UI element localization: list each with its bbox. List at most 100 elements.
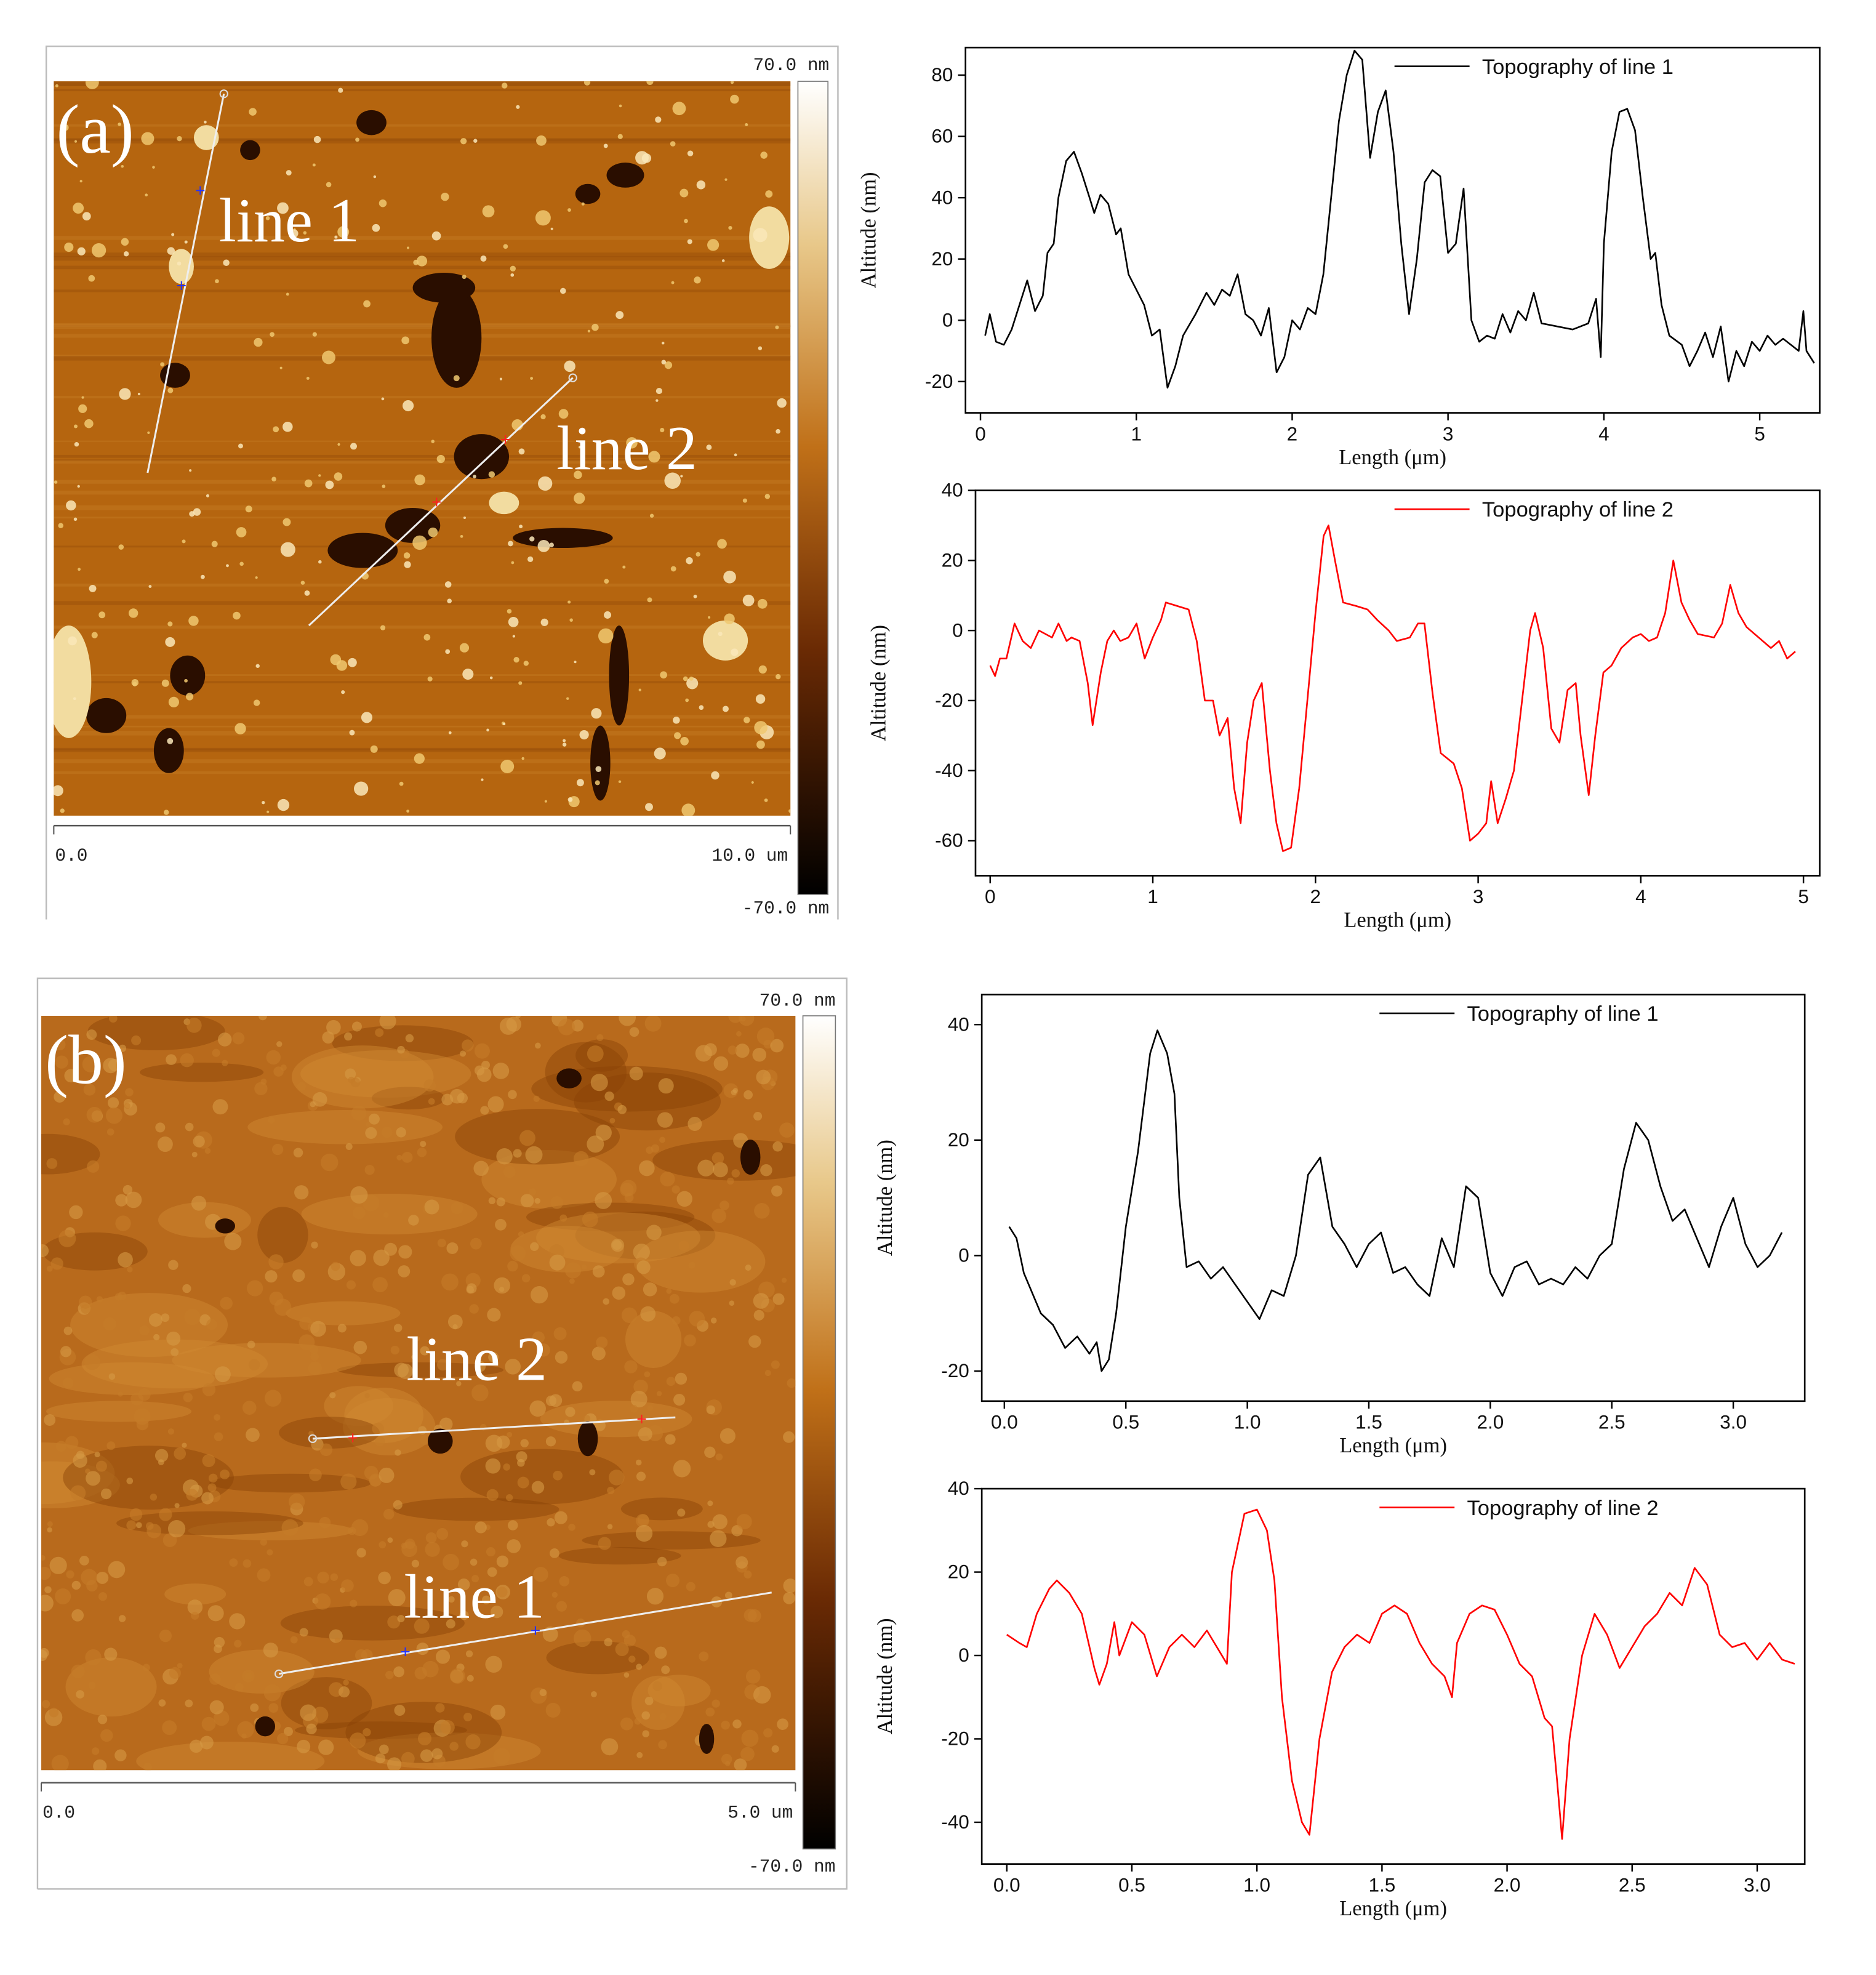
grain [503, 1165, 516, 1178]
grain [486, 1547, 495, 1557]
grain [58, 1229, 76, 1247]
dark-pit [513, 528, 613, 549]
grain [255, 664, 260, 668]
grain [297, 1739, 311, 1753]
grain [687, 150, 694, 156]
grain [406, 810, 410, 813]
grain [566, 697, 569, 700]
grain [781, 1277, 787, 1283]
grain [104, 1647, 118, 1661]
grain [516, 105, 520, 109]
grain [776, 674, 781, 680]
shade [247, 1110, 443, 1144]
grain [687, 1117, 702, 1132]
legend-label: Topography of line 2 [1467, 1497, 1659, 1520]
grain [100, 1729, 113, 1742]
grain [764, 494, 771, 499]
grain [247, 1280, 263, 1297]
grain [676, 1191, 692, 1207]
grain [755, 694, 766, 704]
x-tick-label: 3.0 [1744, 1873, 1771, 1896]
cursor: + [431, 493, 442, 512]
grain [350, 1250, 366, 1266]
scan-streak [54, 771, 791, 774]
grain [487, 1096, 504, 1112]
grain [565, 1407, 575, 1417]
y-tick-label: -20 [935, 689, 963, 711]
grain [167, 247, 175, 255]
grain [537, 1343, 550, 1357]
grain [449, 1742, 459, 1751]
grain [573, 1151, 589, 1167]
y-axis-label: Altitude (nm) [873, 1618, 897, 1734]
scan-streak [54, 459, 791, 462]
grain [294, 1185, 309, 1200]
grain [131, 1035, 142, 1045]
grain [636, 1663, 643, 1670]
grain [126, 1520, 137, 1531]
grain [607, 1486, 615, 1495]
grain [525, 1146, 543, 1164]
grain [404, 561, 411, 568]
grain [754, 721, 768, 734]
grain [98, 1592, 108, 1601]
grain [549, 1254, 566, 1271]
grain [508, 1520, 518, 1531]
bright-grain [489, 491, 519, 515]
grain [644, 1015, 662, 1032]
grain [44, 1414, 56, 1426]
grain [86, 1106, 103, 1123]
x-tick-label: 4 [1635, 885, 1646, 907]
grain [563, 739, 566, 742]
grain [645, 803, 653, 811]
grain [290, 1636, 298, 1644]
grain [505, 1494, 513, 1502]
grain [318, 560, 322, 564]
grain [535, 210, 551, 226]
grain [686, 1582, 695, 1591]
x-tick-label: 0.0 [993, 1873, 1020, 1896]
grain [646, 1588, 664, 1605]
grain [363, 300, 371, 308]
grain [383, 1508, 395, 1520]
grain [191, 1196, 207, 1211]
grain [398, 1265, 411, 1277]
grain [337, 226, 350, 238]
grain [206, 1319, 217, 1330]
profile-curve [1008, 1029, 1783, 1372]
grain [169, 1667, 181, 1679]
grain [462, 669, 474, 680]
grain [77, 485, 80, 488]
grain [81, 1304, 90, 1314]
grain [646, 81, 654, 86]
cursor: + [195, 181, 206, 201]
grain [655, 387, 663, 395]
grain [536, 135, 547, 146]
grain [540, 414, 546, 420]
shade [393, 1497, 559, 1521]
grain [734, 1758, 747, 1771]
grain [78, 404, 87, 413]
grain [437, 1359, 449, 1371]
grain [436, 454, 445, 464]
profile-lines: + + + + [275, 1409, 772, 1678]
grain [214, 1414, 221, 1421]
line-end [275, 1669, 284, 1678]
grain [730, 81, 734, 84]
grain [488, 471, 495, 478]
grain [286, 170, 292, 176]
grain [518, 681, 523, 685]
grain [489, 676, 493, 680]
grain [96, 1572, 109, 1584]
grain [656, 1391, 662, 1396]
grain [167, 387, 174, 393]
grain [447, 1314, 463, 1329]
grain [420, 1141, 427, 1148]
grain [351, 1105, 367, 1121]
grain [567, 797, 573, 802]
grain [311, 1241, 318, 1249]
scan-streak [54, 252, 791, 257]
grain [260, 1539, 268, 1546]
grain [331, 1261, 340, 1271]
dark-pit [454, 434, 510, 480]
